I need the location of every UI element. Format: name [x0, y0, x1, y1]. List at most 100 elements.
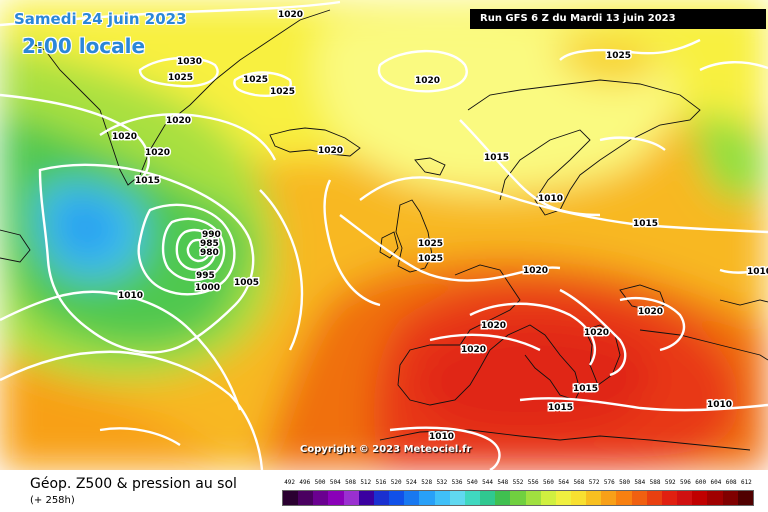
legend-label: 528 — [421, 479, 433, 486]
pressure-label: 985 — [200, 239, 219, 249]
legend-swatch — [358, 491, 374, 505]
legend-swatch — [404, 491, 420, 505]
legend-swatch — [313, 491, 329, 505]
copyright-notice: Copyright © 2023 Meteociel.fr — [300, 444, 472, 455]
geopotential-map: 1020 1030 1025 1025 1025 1020 1020 1020 … — [0, 0, 768, 470]
legend-label: 492 — [284, 479, 296, 486]
pressure-label: 1020 — [638, 307, 663, 317]
legend-label: 536 — [451, 479, 463, 486]
legend-label: 504 — [329, 479, 341, 486]
legend-swatch — [570, 491, 587, 505]
pressure-label: 1020 — [112, 132, 137, 142]
legend-label: 516 — [375, 479, 387, 486]
legend-swatch — [449, 491, 465, 505]
legend-swatch — [661, 491, 678, 505]
legend-swatch — [373, 491, 390, 505]
pressure-label: 1020 — [318, 146, 343, 156]
legend-swatch — [722, 491, 738, 505]
legend-label: 580 — [619, 479, 630, 486]
isobars — [0, 0, 768, 470]
pressure-label: 1030 — [177, 57, 202, 67]
legend-label: 584 — [634, 479, 646, 486]
legend-swatch — [646, 491, 662, 505]
pressure-label: 1000 — [195, 283, 220, 293]
legend-label: 532 — [436, 479, 448, 486]
coastlines — [0, 9, 768, 451]
legend-label: 512 — [360, 479, 372, 486]
forecast-lead-time: (+ 258h) — [30, 495, 75, 506]
pressure-label: 1010 — [707, 400, 732, 410]
pressure-label: 1025 — [168, 73, 193, 83]
pressure-label: 1020 — [166, 116, 191, 126]
pressure-label: 1020 — [523, 266, 548, 276]
pressure-labels: 1020 1030 1025 1025 1025 1020 1020 1020 … — [111, 9, 768, 444]
legend-swatch — [328, 491, 344, 505]
forecast-date: Samedi 24 juin 2023 — [14, 10, 187, 28]
legend-label: 572 — [588, 479, 600, 486]
forecast-local-time: 2:00 locale — [22, 34, 146, 58]
pressure-label: 1015 — [573, 384, 598, 394]
pressure-label: 1025 — [243, 75, 268, 85]
pressure-label: 1025 — [418, 239, 443, 249]
legend-label: 592 — [664, 479, 676, 486]
legend-swatch — [555, 491, 571, 505]
legend-swatch — [692, 491, 708, 505]
pressure-label: 1025 — [606, 51, 631, 61]
legend-label: 544 — [482, 479, 493, 486]
legend-label: 560 — [543, 479, 554, 486]
legend-label: 496 — [299, 479, 311, 486]
legend-label: 552 — [512, 479, 524, 486]
pressure-label: 995 — [196, 271, 215, 281]
pressure-label: 1020 — [278, 10, 303, 20]
pressure-label: 1025 — [270, 87, 295, 97]
legend-swatch — [586, 491, 602, 505]
pressure-label: 1015 — [633, 219, 658, 229]
legend-swatch — [419, 491, 435, 505]
legend-swatch — [464, 491, 481, 505]
legend-swatch — [480, 491, 496, 505]
legend-label: 568 — [573, 479, 585, 486]
legend-swatch — [510, 491, 526, 505]
legend-swatch — [389, 491, 405, 505]
model-run-banner: Run GFS 6 Z du Mardi 13 juin 2023 — [470, 9, 766, 29]
pressure-label: 1020 — [461, 345, 486, 355]
pressure-label: 1010 — [429, 432, 454, 442]
legend-label: 548 — [497, 479, 509, 486]
pressure-label: 1020 — [481, 321, 506, 331]
pressure-label: 1015 — [484, 153, 509, 163]
z500-color-field — [0, 0, 768, 470]
legend-swatch — [631, 491, 647, 505]
legend-label: 604 — [710, 479, 722, 486]
pressure-label: 1020 — [415, 76, 440, 86]
legend-label: 540 — [466, 479, 478, 486]
legend-label: 612 — [740, 479, 752, 486]
map-title: Géop. Z500 & pression au sol — [30, 476, 237, 492]
color-legend-bar — [282, 490, 754, 506]
legend-swatch — [283, 491, 299, 505]
legend-swatch — [495, 491, 511, 505]
color-legend-labels: 492 496 500 504 508 512 516 520 524 528 532 536 540 5… — [282, 479, 754, 488]
legend-swatch — [601, 491, 617, 505]
pressure-label: 980 — [200, 248, 219, 258]
legend-label: 588 — [649, 479, 661, 486]
legend-swatch — [525, 491, 541, 505]
legend-label: 556 — [527, 479, 539, 486]
pressure-label: 1010 — [747, 267, 768, 277]
legend-swatch — [707, 491, 723, 505]
legend-label: 596 — [680, 479, 691, 486]
legend-swatch — [298, 491, 314, 505]
pressure-label: 990 — [202, 230, 221, 240]
legend-swatch — [737, 491, 753, 505]
pressure-label: 1025 — [418, 254, 443, 264]
pressure-label: 1010 — [118, 291, 143, 301]
legend-swatch — [677, 491, 693, 505]
pressure-label: 1010 — [538, 194, 563, 204]
legend-swatch — [540, 491, 556, 505]
legend-swatch — [616, 491, 632, 505]
pressure-label: 1020 — [145, 148, 170, 158]
pressure-label: 1020 — [584, 328, 609, 338]
legend-label: 600 — [695, 479, 707, 486]
legend-label: 508 — [345, 479, 356, 486]
legend-swatch — [343, 491, 359, 505]
